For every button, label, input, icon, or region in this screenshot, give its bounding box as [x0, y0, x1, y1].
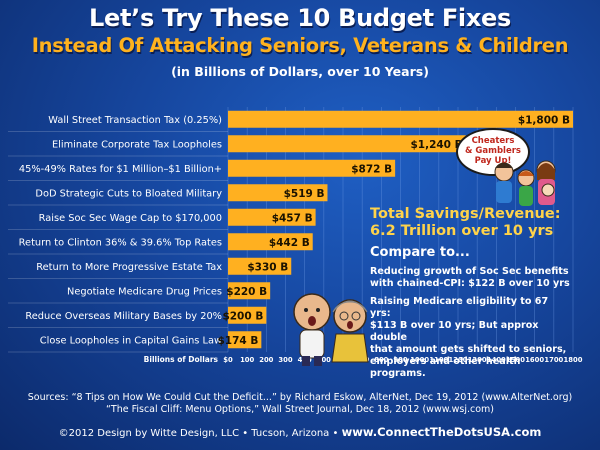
- tick-label: 1100: [429, 356, 448, 364]
- compare-item-medicare-age: Raising Medicare eligibility to 67 yrs: …: [370, 296, 570, 380]
- bar: [228, 306, 267, 324]
- total-savings-value: 6.2 Trillion over 10 yrs: [370, 223, 554, 239]
- tick-label: 300: [278, 356, 292, 364]
- tick-label: 1800: [564, 356, 583, 364]
- category-label: DoD Strategic Cuts to Bloated Military: [35, 188, 222, 199]
- value-label: $872 B: [351, 163, 392, 175]
- text-line: that amount gets shifted to seniors,: [370, 344, 567, 355]
- tick-label: 200: [259, 356, 273, 364]
- category-label: Raise Soc Sec Wage Cap to $170,000: [39, 213, 222, 224]
- text-line: $113 B over 10 yrs; But approx double: [370, 320, 539, 343]
- bar: [228, 159, 396, 177]
- bar: [228, 233, 313, 251]
- category-label: Negotiate Medicare Drug Prices: [67, 286, 222, 297]
- compare-item-chained-cpi: Reducing growth of Soc Sec benefits with…: [370, 266, 570, 290]
- text-line: employers and other health programs.: [370, 356, 521, 379]
- tick-label: 1700: [544, 356, 563, 364]
- value-label: $1,800 B: [518, 114, 570, 126]
- speech-bubble: Cheaters & Gamblers Pay Up!: [456, 128, 530, 176]
- units-note: (in Billions of Dollars, over 10 Years): [171, 64, 429, 79]
- source-line: “The Fiscal Cliff: Menu Options,” Wall S…: [105, 404, 495, 415]
- value-label: $200 B: [222, 310, 263, 322]
- category-label: Eliminate Corporate Tax Loopholes: [52, 139, 222, 150]
- value-label: $519 B: [284, 188, 325, 200]
- bar: [228, 208, 316, 226]
- bubble-line: Cheaters: [471, 136, 515, 146]
- category-label: Wall Street Transaction Tax (0.25%): [48, 115, 222, 126]
- tick-label: 1400: [487, 356, 506, 364]
- category-label: Reduce Overseas Military Bases by 20%: [25, 311, 222, 322]
- x-axis-label: Billions of Dollars: [144, 355, 219, 364]
- page-subtitle: Instead Of Attacking Seniors, Veterans &…: [31, 34, 569, 57]
- seniors-illustration: [293, 293, 369, 366]
- tick-label: $0: [223, 356, 233, 364]
- footer-url[interactable]: www.ConnectTheDotsUSA.com: [341, 425, 542, 439]
- value-label: $442 B: [269, 237, 310, 249]
- bar: [228, 257, 292, 275]
- bar: [228, 184, 328, 202]
- value-label: $1,240 B: [410, 139, 462, 151]
- value-label: $174 B: [217, 335, 258, 347]
- bar: [228, 331, 262, 349]
- tick-label: 1300: [468, 356, 487, 364]
- tick-label: 900: [393, 356, 407, 364]
- tick-label: 800: [374, 356, 388, 364]
- tick-label: 1000: [410, 356, 429, 364]
- total-savings-label: Total Savings/Revenue:: [370, 206, 561, 222]
- text-line: Reducing growth of Soc Sec benefits: [370, 266, 569, 277]
- category-label: Close Loopholes in Capital Gains Law: [40, 335, 222, 346]
- value-label: $457 B: [272, 212, 313, 224]
- bar: [228, 135, 466, 153]
- text-line: with chained-CPI: $122 B over 10 yrs: [370, 278, 570, 289]
- footer: ©2012 Design by Witte Design, LLC • Tucs…: [0, 425, 600, 439]
- tick-label: 1600: [525, 356, 544, 364]
- bar: [228, 110, 573, 128]
- bubble-line: Pay Up!: [474, 156, 512, 166]
- category-label: Return to More Progressive Estate Tax: [36, 262, 222, 273]
- category-label: 45%-49% Rates for $1 Million–$1 Billion+: [19, 164, 222, 175]
- bubble-line: & Gamblers: [465, 146, 521, 156]
- savings-callout: Total Savings/Revenue: 6.2 Trillion over…: [370, 206, 570, 380]
- text-line: Raising Medicare eligibility to 67 yrs:: [370, 296, 549, 319]
- value-label: $330 B: [247, 261, 288, 273]
- sources: Sources: “8 Tips on How We Could Cut the…: [0, 392, 600, 416]
- family-illustration: [494, 160, 556, 206]
- bar: [228, 282, 271, 300]
- category-label: Return to Clinton 36% & 39.6% Top Rates: [19, 237, 222, 248]
- page-title: Let’s Try These 10 Budget Fixes: [89, 4, 511, 32]
- tick-label: 1500: [506, 356, 525, 364]
- tick-label: 500: [317, 356, 331, 364]
- footer-credit: ©2012 Design by Witte Design, LLC • Tucs…: [58, 428, 339, 439]
- tick-label: 100: [240, 356, 254, 364]
- source-line: Sources: “8 Tips on How We Could Cut the…: [27, 392, 573, 403]
- value-label: $220 B: [226, 286, 267, 298]
- compare-heading: Compare to...: [370, 245, 470, 260]
- tick-label: 1200: [449, 356, 468, 364]
